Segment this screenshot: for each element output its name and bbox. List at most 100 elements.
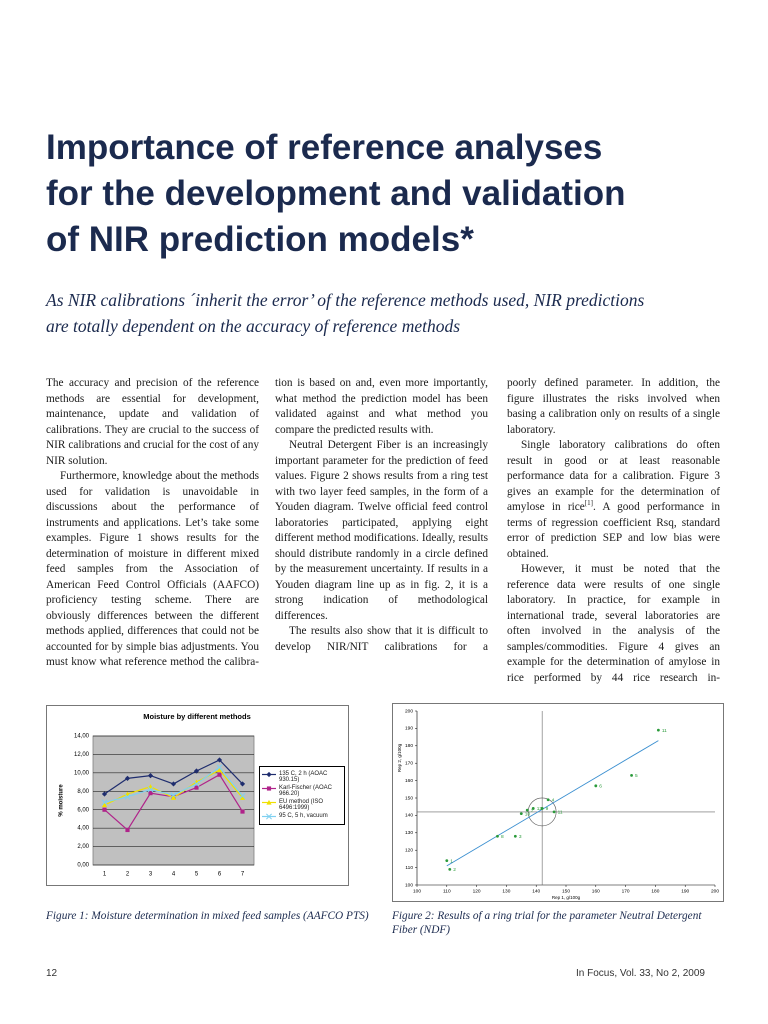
point [552,810,556,814]
point-label: 3 [519,834,522,840]
marker [147,773,154,779]
title-line: Importance of reference analyses [46,128,603,167]
point [531,807,535,810]
y-tick-label: 14,00 [74,734,90,740]
y-tick-label: 200 [405,708,413,714]
point [656,728,660,732]
figure-caption: Figure 2: Results of a ring trial for th… [392,910,702,936]
figure-1: Moisture by different methods 0,00 2,00 4,0… [46,705,349,886]
x-tick-label: 180 [651,888,659,894]
x-tick-label: 120 [473,888,481,894]
legend-label: EU method (ISO 6496:1999) [279,799,324,811]
marker [147,786,154,793]
marker [266,771,272,778]
point-label: 2 [453,867,456,873]
marker [148,791,153,796]
point-label: 11 [662,728,667,734]
y-tick-label: 170 [405,760,413,766]
point [496,834,499,838]
marker [217,772,222,777]
marker [216,757,223,763]
marker [216,767,223,773]
y-tick-label: 12,00 [74,752,90,758]
x-tick-label: 3 [149,872,153,878]
y-tick-label: 190 [405,726,413,732]
x-tick-label: 6 [218,872,222,878]
marker [239,795,246,800]
paragraph-text: . A good performance in terms of regress… [507,501,720,560]
paragraph: Single laboratory calibrations do often … [507,438,720,562]
text-column: poorly defined parameter. In addition, t… [507,376,720,684]
marker [170,795,177,800]
subtitle-line: As NIR calibrations ´inherit the error’ … [46,290,645,310]
point-label: 11 [558,810,563,816]
x-tick-label: 140 [532,888,540,894]
point-label: 1 [450,858,453,864]
marker [194,785,199,790]
point [594,784,598,788]
reference: [1] [584,499,593,508]
marker [193,780,200,787]
x-tick-label: 5 [195,872,199,878]
y-tick-label: 100 [405,882,413,888]
point-label: 7 [531,808,534,814]
paragraph: poorly defined parameter. In addition, t… [507,377,720,436]
paragraph: tion is based on and, even more importan… [275,377,488,436]
subtitle-line: are totally dependent on the accuracy of… [46,316,461,336]
x-tick-label: 7 [241,872,245,878]
figure-2: 100 110 120 130 140 150 160 170 180 190 200 100 110 1… [392,703,724,902]
point [630,773,633,777]
y-tick-label: 140 [405,813,413,819]
paragraph: Furthermore, knowledge about the methods… [46,470,259,668]
page-number: 12 [46,968,58,979]
legend-label: 95 C, 5 h, vacuum [279,813,328,819]
point-label: 6 [599,784,602,790]
marker [266,813,272,820]
marker [216,764,223,771]
y-tick-label: 130 [405,830,413,836]
x-tick-label: 130 [502,888,510,894]
fit-line [446,740,659,867]
point-label: 12 [537,806,543,812]
y-tick-label: 110 [405,865,413,871]
marker [170,792,177,798]
paragraph: The accuracy and precision of the refere… [46,377,259,467]
x-tick-label: 160 [592,888,600,894]
x-tick-label: 170 [622,888,630,894]
point [513,834,517,838]
point-label: 8 [501,834,504,840]
legend-entry: EU method (ISO 6496:1999) [262,799,342,811]
x-tick-label: 2 [126,872,130,878]
y-tick-label: 4,00 [77,826,89,832]
legend-label: Karl-Fischer (AOAC 966.20) [279,785,333,797]
paragraph: Neutral Detergent Fiber is an increasing… [275,439,488,622]
marker [102,807,107,812]
x-tick-label: 200 [711,888,719,894]
point [540,807,544,810]
x-tick-label: 150 [562,888,570,894]
legend: 135 C, 2 h (AOAC 930.15) Karl-Fischer (AO… [259,766,345,825]
paragraph: However, it must be noted that the refer… [507,563,720,684]
point [448,867,452,871]
x-tick-label: 100 [413,888,421,894]
legend-entry: Karl-Fischer (AOAC 966.20) [262,785,342,797]
point-label: 9 [546,806,549,812]
chart-title: Moisture by different methods [143,712,251,721]
marker [125,827,130,833]
y-tick-label: 10,00 [74,770,90,776]
publication: In Focus, Vol. 33, No 2, 2009 [576,968,705,979]
y-axis-label: Rep 2, g/100g [397,743,402,772]
marker [266,799,272,805]
text-column: tion is based on and, even more importan… [275,376,488,676]
marker [101,799,108,806]
x-tick-label: 1 [103,872,107,878]
legend-entry: 135 C, 2 h (AOAC 930.15) [262,771,342,783]
text-column: The accuracy and precision of the refere… [46,376,259,676]
chart: Moisture by different methods 0,00 2,00 4,0… [59,712,255,878]
x-tick-label: 4 [172,872,176,878]
legend-entry: 95 C, 5 h, vacuum [262,813,342,820]
point-label: 4 [552,798,555,804]
legend-swatch [262,786,276,791]
